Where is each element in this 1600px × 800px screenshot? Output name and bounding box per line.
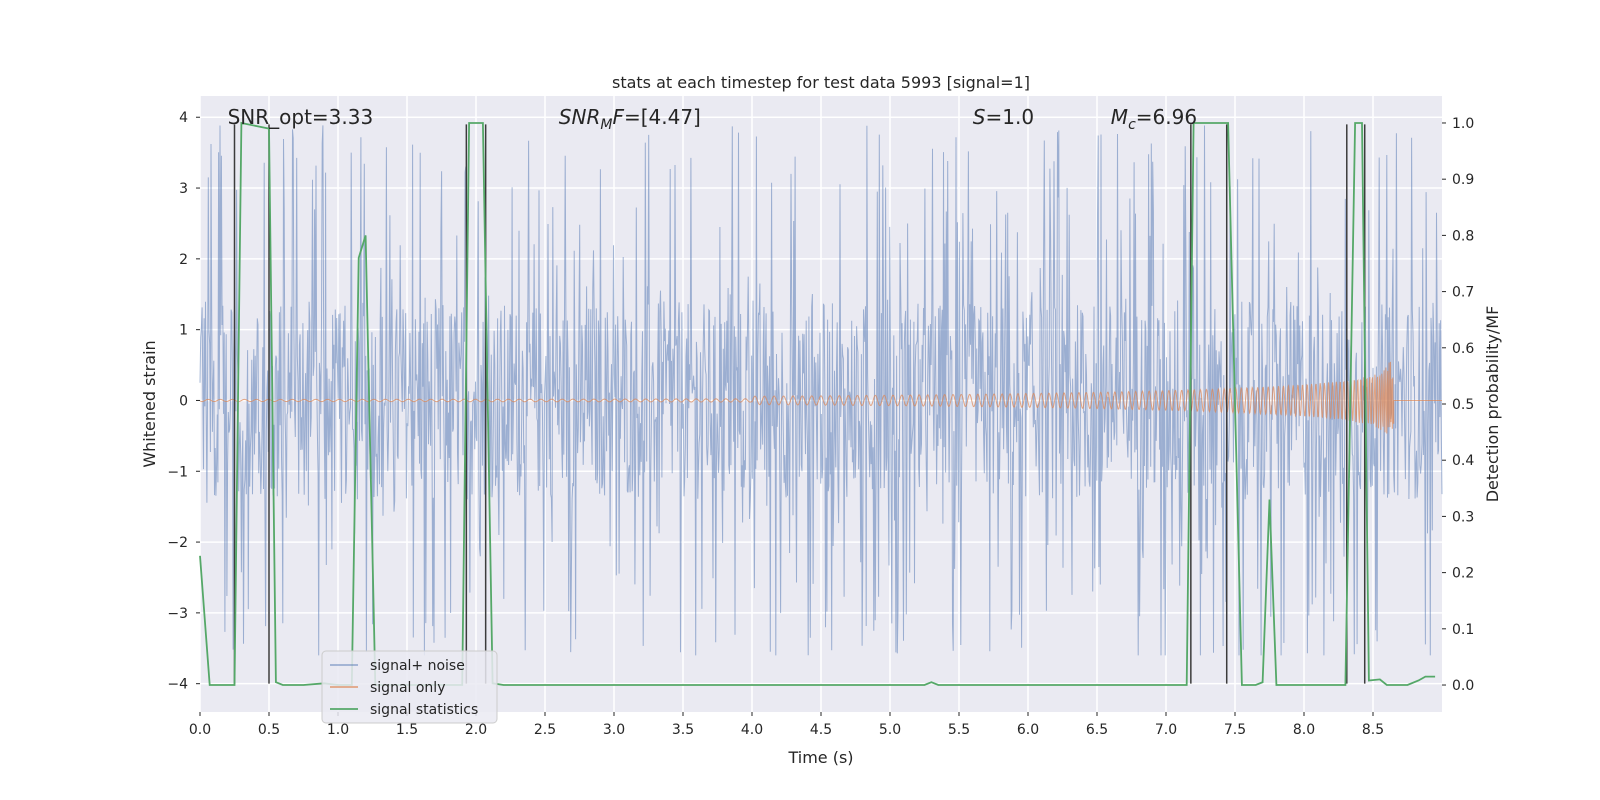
y-tick-label: −3 [167,606,188,622]
x-tick-label: 8.5 [1362,722,1384,738]
x-tick-label: 4.5 [810,722,832,738]
statistics-trace [199,121,1436,686]
y-right-tick-label: 0.9 [1452,172,1474,188]
annotation-0: SNR_opt=3.33 [228,105,374,129]
x-tick-label: 2.0 [465,722,487,738]
series-signal-only [199,361,1442,434]
y-right-axis-ticks: 0.0 0.1 0.2 0.3 0.4 0.5 0.6 0.7 0.8 0.9 1.0 [1442,116,1474,694]
noise-trace [199,125,1443,656]
x-tick-label: 3.5 [672,722,694,738]
y-right-tick-label: 0.0 [1452,678,1474,694]
y-tick-label: 1 [179,323,188,339]
annotation-3: Mc=6.96 [1111,105,1197,133]
y-right-tick-label: 1.0 [1452,116,1474,132]
y-right-axis-label: Detection probability/MF [1483,306,1502,503]
x-tick-label: 6.0 [1017,722,1039,738]
y-right-tick-label: 0.7 [1452,285,1474,301]
legend-label: signal only [370,680,445,696]
x-tick-label: 5.5 [948,722,970,738]
x-axis-ticks: 0.0 0.5 1.0 1.5 2.0 2.5 3.0 3.5 4.0 4.5 5.0 5.5 6.0 6… [189,712,1384,738]
x-tick-label: 8.0 [1293,722,1315,738]
y-right-tick-label: 0.2 [1452,566,1474,582]
annotation-2: S=1.0 [973,105,1034,129]
x-tick-label: 6.5 [1086,722,1108,738]
y-right-tick-label: 0.4 [1452,453,1474,469]
y-tick-label: −1 [167,464,188,480]
y-tick-label: 3 [179,181,188,197]
annotations: SNR_opt=3.33 SNRMF=[4.47] S=1.0 Mc=6.96 [228,105,1197,133]
y-tick-label: −2 [167,535,188,551]
y-axis-ticks: −4 −3 −2 −1 0 1 2 3 4 [167,110,200,693]
series-signal-statistics [199,121,1436,686]
x-tick-label: 5.0 [879,722,901,738]
series-signal-noise [199,125,1443,656]
legend: signal+ noise signal only signal statistic… [321,650,498,724]
x-tick-label: 7.5 [1224,722,1246,738]
legend-label: signal statistics [370,702,478,718]
y-tick-label: 4 [179,110,188,126]
x-axis-label: Time (s) [787,748,853,767]
x-tick-label: 1.0 [327,722,349,738]
y-tick-label: −4 [167,677,188,693]
y-right-tick-label: 0.6 [1452,341,1474,357]
x-tick-label: 3.0 [603,722,625,738]
y-tick-label: 2 [179,252,188,268]
legend-label: signal+ noise [370,658,465,674]
y-right-tick-label: 0.1 [1452,622,1474,638]
y-right-tick-label: 0.3 [1452,509,1474,525]
x-tick-label: 2.5 [534,722,556,738]
annotation-1: SNRMF=[4.47] [559,105,701,133]
x-tick-label: 1.5 [396,722,418,738]
x-tick-label: 0.0 [189,722,211,738]
legend-box [321,650,498,724]
x-tick-label: 4.0 [741,722,763,738]
y-right-tick-label: 0.8 [1452,228,1474,244]
y-axis-label: Whitened strain [140,340,159,467]
x-tick-label: 0.5 [258,722,280,738]
y-tick-label: 0 [179,393,188,409]
chart-title: stats at each timestep for test data 599… [612,73,1030,92]
y-right-tick-label: 0.5 [1452,397,1474,413]
chirp-trace [199,361,1442,434]
x-tick-label: 7.0 [1155,722,1177,738]
